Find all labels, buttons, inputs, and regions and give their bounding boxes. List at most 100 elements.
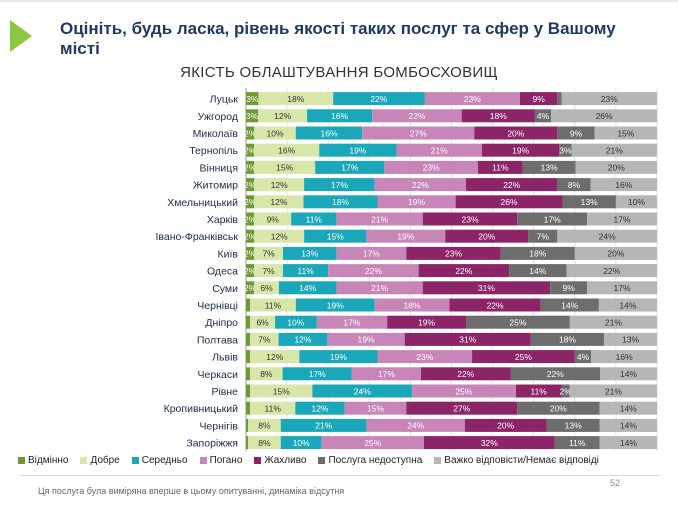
legend-item: Важко відповісти/Немає відповіді bbox=[434, 455, 599, 466]
bar-segment bbox=[321, 436, 424, 450]
bar-segment bbox=[461, 109, 535, 123]
slide-title: Оцініть, будь ласка, рівень якості таких… bbox=[60, 19, 616, 58]
legend-swatch bbox=[80, 457, 88, 464]
bar-segment bbox=[599, 401, 657, 415]
data-label: 2% bbox=[244, 163, 257, 173]
bar-segment bbox=[295, 126, 363, 140]
title-arrow-icon bbox=[10, 20, 32, 52]
data-label: 25% bbox=[364, 438, 381, 448]
data-label: 17% bbox=[331, 180, 348, 190]
bar-segment bbox=[528, 229, 558, 243]
bar-segment bbox=[604, 332, 657, 346]
data-label: 13% bbox=[581, 197, 598, 207]
category-label: Київ bbox=[218, 248, 239, 260]
category-label: Івано-Франківськ bbox=[155, 231, 238, 243]
bar-segment bbox=[282, 264, 329, 278]
bar-segment bbox=[278, 281, 337, 295]
bar-segment bbox=[315, 160, 385, 174]
bar-segment bbox=[319, 143, 397, 157]
data-label: 19% bbox=[358, 335, 375, 345]
data-label: 9% bbox=[570, 128, 583, 138]
bar-segment bbox=[258, 92, 334, 106]
data-label: 17% bbox=[341, 163, 358, 173]
data-label: 17% bbox=[378, 369, 395, 379]
bar-segment bbox=[477, 160, 523, 174]
data-label: 23% bbox=[423, 163, 440, 173]
bar-segment bbox=[561, 92, 657, 106]
chart-title: ЯКІСТЬ ОБЛАШТУВАННЯ БОМБОСХОВИЩ bbox=[180, 64, 498, 81]
bar-segment bbox=[424, 92, 520, 106]
bar-segment bbox=[600, 367, 657, 381]
bar-segment bbox=[377, 350, 473, 364]
bar-segment bbox=[246, 264, 255, 278]
data-label: 13% bbox=[565, 421, 582, 431]
bar-segment bbox=[384, 160, 478, 174]
data-label: 17% bbox=[614, 283, 631, 293]
bar-segment bbox=[246, 246, 255, 260]
data-label: 12% bbox=[270, 197, 287, 207]
data-label: 9% bbox=[562, 283, 575, 293]
data-label: 17% bbox=[343, 318, 360, 328]
category-label: Дніпро bbox=[205, 317, 238, 329]
bar-segment bbox=[557, 126, 595, 140]
bar-segment bbox=[372, 109, 462, 123]
data-label: 8% bbox=[260, 369, 273, 379]
legend-item: Погано bbox=[199, 455, 242, 466]
bar-segment bbox=[258, 109, 308, 123]
data-label: 22% bbox=[370, 94, 387, 104]
data-label: 11% bbox=[492, 163, 509, 173]
bar-segment bbox=[304, 178, 375, 192]
data-label: 19% bbox=[397, 232, 414, 242]
legend-item: Жахливо bbox=[254, 455, 306, 466]
bar-segment bbox=[510, 367, 601, 381]
data-label: 2% bbox=[244, 214, 257, 224]
legend-label: Послуга недоступна bbox=[328, 455, 423, 466]
bar-segment bbox=[598, 298, 657, 312]
category-label: Луцьк bbox=[210, 94, 239, 106]
bar-segment bbox=[396, 143, 483, 157]
bar-segment bbox=[336, 212, 423, 226]
bar-segment bbox=[472, 350, 575, 364]
bar-segment bbox=[254, 212, 292, 226]
bar-segment bbox=[566, 264, 657, 278]
bar-segment bbox=[250, 384, 313, 398]
data-label: 24% bbox=[407, 421, 424, 431]
bar-segment bbox=[482, 143, 560, 157]
bar-segment bbox=[590, 178, 657, 192]
data-label: 18% bbox=[332, 197, 349, 207]
data-label: 31% bbox=[478, 283, 495, 293]
category-label: Хмельницький bbox=[167, 197, 238, 209]
bar-segment bbox=[550, 281, 588, 295]
bar-segment bbox=[377, 195, 456, 209]
data-label: 22% bbox=[503, 180, 520, 190]
data-label: 26% bbox=[596, 111, 613, 121]
data-label: 13% bbox=[622, 335, 639, 345]
data-label: 7% bbox=[262, 266, 275, 276]
bar-segment bbox=[246, 281, 255, 295]
category-label: Запоріжжя bbox=[186, 438, 238, 450]
bar-segment bbox=[561, 384, 570, 398]
data-label: 22% bbox=[408, 111, 425, 121]
data-label: 2% bbox=[244, 249, 257, 259]
bar-segment bbox=[599, 418, 657, 432]
data-label: 19% bbox=[327, 300, 344, 310]
data-label: 12% bbox=[271, 232, 288, 242]
data-label: 17% bbox=[309, 369, 326, 379]
legend-label: Жахливо bbox=[264, 455, 307, 466]
bar-segment bbox=[246, 109, 259, 123]
bar-segment bbox=[344, 401, 407, 415]
category-label: Рівне bbox=[211, 386, 238, 398]
bar-segment bbox=[254, 264, 283, 278]
bar-segment bbox=[412, 384, 516, 398]
bar-segment bbox=[466, 178, 558, 192]
bar-segment bbox=[307, 109, 373, 123]
bar-segment bbox=[275, 315, 317, 329]
category-label: Ужгород bbox=[198, 111, 238, 123]
data-label: 3% bbox=[559, 146, 572, 156]
bar-segment bbox=[466, 315, 570, 329]
category-label: Вінниця bbox=[200, 162, 239, 174]
bar-segment bbox=[246, 229, 255, 243]
bar-segment bbox=[520, 92, 558, 106]
bar-segment bbox=[254, 160, 316, 174]
bar-segment bbox=[594, 126, 657, 140]
